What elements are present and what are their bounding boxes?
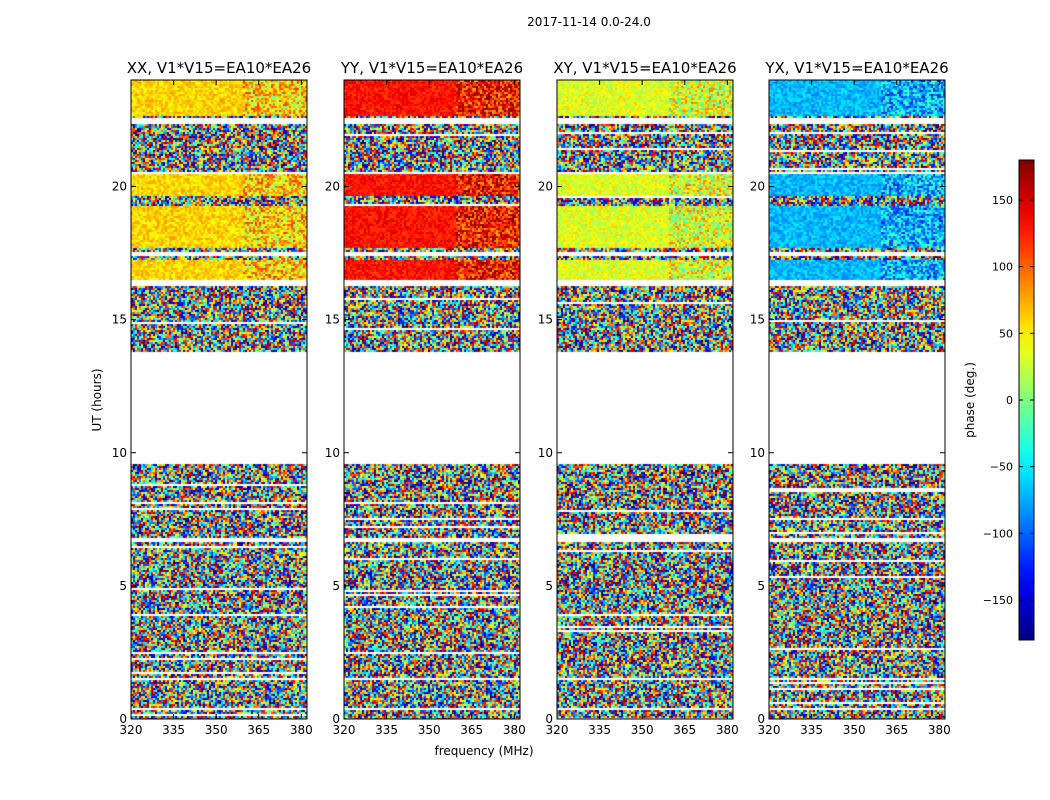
x-tick-label: 350 bbox=[205, 723, 228, 737]
colorbar-tick-label: −100 bbox=[983, 527, 1013, 540]
panel-yx: YX, V1*V15=EA10*EA26 320 335 350 365 380 0 5 10 1… bbox=[750, 59, 951, 737]
y-tick-label: 15 bbox=[325, 313, 340, 327]
waterfall-canvas bbox=[769, 80, 945, 719]
x-tick-label: 320 bbox=[546, 723, 569, 737]
y-tick-label: 10 bbox=[538, 446, 553, 460]
x-tick-label: 335 bbox=[588, 723, 611, 737]
y-tick-label: 5 bbox=[757, 579, 765, 593]
colorbar-tick-label: 100 bbox=[992, 261, 1013, 274]
axes-frame bbox=[130, 79, 308, 720]
panel-title: YX, V1*V15=EA10*EA26 bbox=[764, 59, 948, 77]
colorbar-tick-label: 150 bbox=[992, 194, 1013, 207]
y-tick-label: 15 bbox=[538, 313, 553, 327]
x-tick-label: 335 bbox=[375, 723, 398, 737]
panel-xx: XX, V1*V15=EA10*EA26 320 335 350 365 380 0 5 10 1… bbox=[112, 59, 313, 737]
colorbar-label: phase (deg.) bbox=[963, 362, 977, 438]
y-tick-label: 5 bbox=[332, 579, 340, 593]
x-tick-label: 380 bbox=[716, 723, 739, 737]
waterfall-canvas bbox=[344, 80, 520, 719]
colorbar-tick-label: −50 bbox=[990, 461, 1013, 474]
y-tick-label: 0 bbox=[332, 712, 340, 726]
y-axis-label: UT (hours) bbox=[90, 368, 104, 431]
y-tick-label: 20 bbox=[112, 180, 127, 194]
y-tick-label: 10 bbox=[112, 446, 127, 460]
y-tick-label: 20 bbox=[538, 180, 553, 194]
y-tick-label: 15 bbox=[112, 313, 127, 327]
y-tick-label: 10 bbox=[750, 446, 765, 460]
axes-frame bbox=[556, 79, 734, 720]
x-tick-label: 380 bbox=[290, 723, 313, 737]
axes-frame bbox=[343, 79, 521, 720]
y-tick-label: 15 bbox=[750, 313, 765, 327]
x-tick-label: 335 bbox=[800, 723, 823, 737]
waterfall-canvas bbox=[557, 80, 733, 719]
panel-xy: XY, V1*V15=EA10*EA26 320 335 350 365 380 0 5 10 1… bbox=[538, 59, 739, 737]
y-tick-label: 0 bbox=[545, 712, 553, 726]
x-tick-label: 350 bbox=[843, 723, 866, 737]
y-tick-label: 20 bbox=[325, 180, 340, 194]
waterfall-heatmap bbox=[344, 80, 520, 719]
x-axis-label: frequency (MHz) bbox=[434, 744, 533, 758]
x-tick-label: 365 bbox=[673, 723, 696, 737]
waterfall-heatmap bbox=[131, 80, 307, 719]
x-tick-label: 365 bbox=[247, 723, 270, 737]
axes-frame bbox=[768, 79, 946, 720]
panels: XX, V1*V15=EA10*EA26 320 335 350 365 380 0 5 10 1… bbox=[112, 59, 951, 737]
figure-suptitle: 2017-11-14 0.0-24.0 bbox=[527, 15, 651, 29]
y-tick-label: 5 bbox=[119, 579, 127, 593]
panel-yy: YY, V1*V15=EA10*EA26 320 335 350 365 380 0 5 10 1… bbox=[325, 59, 526, 737]
colorbar-tick-label: 0 bbox=[1006, 394, 1013, 407]
panel-title: XX, V1*V15=EA10*EA26 bbox=[127, 59, 311, 77]
waterfall-heatmap bbox=[557, 80, 733, 719]
y-tick-label: 10 bbox=[325, 446, 340, 460]
x-tick-label: 320 bbox=[758, 723, 781, 737]
y-tick-label: 0 bbox=[757, 712, 765, 726]
x-tick-label: 380 bbox=[928, 723, 951, 737]
x-tick-label: 335 bbox=[162, 723, 185, 737]
panel-title: YY, V1*V15=EA10*EA26 bbox=[340, 59, 523, 77]
colorbar-tick-label: 50 bbox=[999, 327, 1013, 340]
x-tick-label: 380 bbox=[503, 723, 526, 737]
y-tick-label: 0 bbox=[119, 712, 127, 726]
panel-title: XY, V1*V15=EA10*EA26 bbox=[553, 59, 736, 77]
x-tick-label: 365 bbox=[460, 723, 483, 737]
x-tick-label: 350 bbox=[631, 723, 654, 737]
y-tick-label: 5 bbox=[545, 579, 553, 593]
waterfall-heatmap bbox=[769, 80, 945, 719]
x-tick-label: 320 bbox=[333, 723, 356, 737]
colorbar-tick-label: −150 bbox=[983, 594, 1013, 607]
x-tick-label: 320 bbox=[120, 723, 143, 737]
x-tick-label: 350 bbox=[418, 723, 441, 737]
y-tick-label: 20 bbox=[750, 180, 765, 194]
x-tick-label: 365 bbox=[885, 723, 908, 737]
colorbar: 150 100 50 0 −50 −100 −150 bbox=[983, 159, 1035, 641]
waterfall-canvas bbox=[131, 80, 307, 719]
